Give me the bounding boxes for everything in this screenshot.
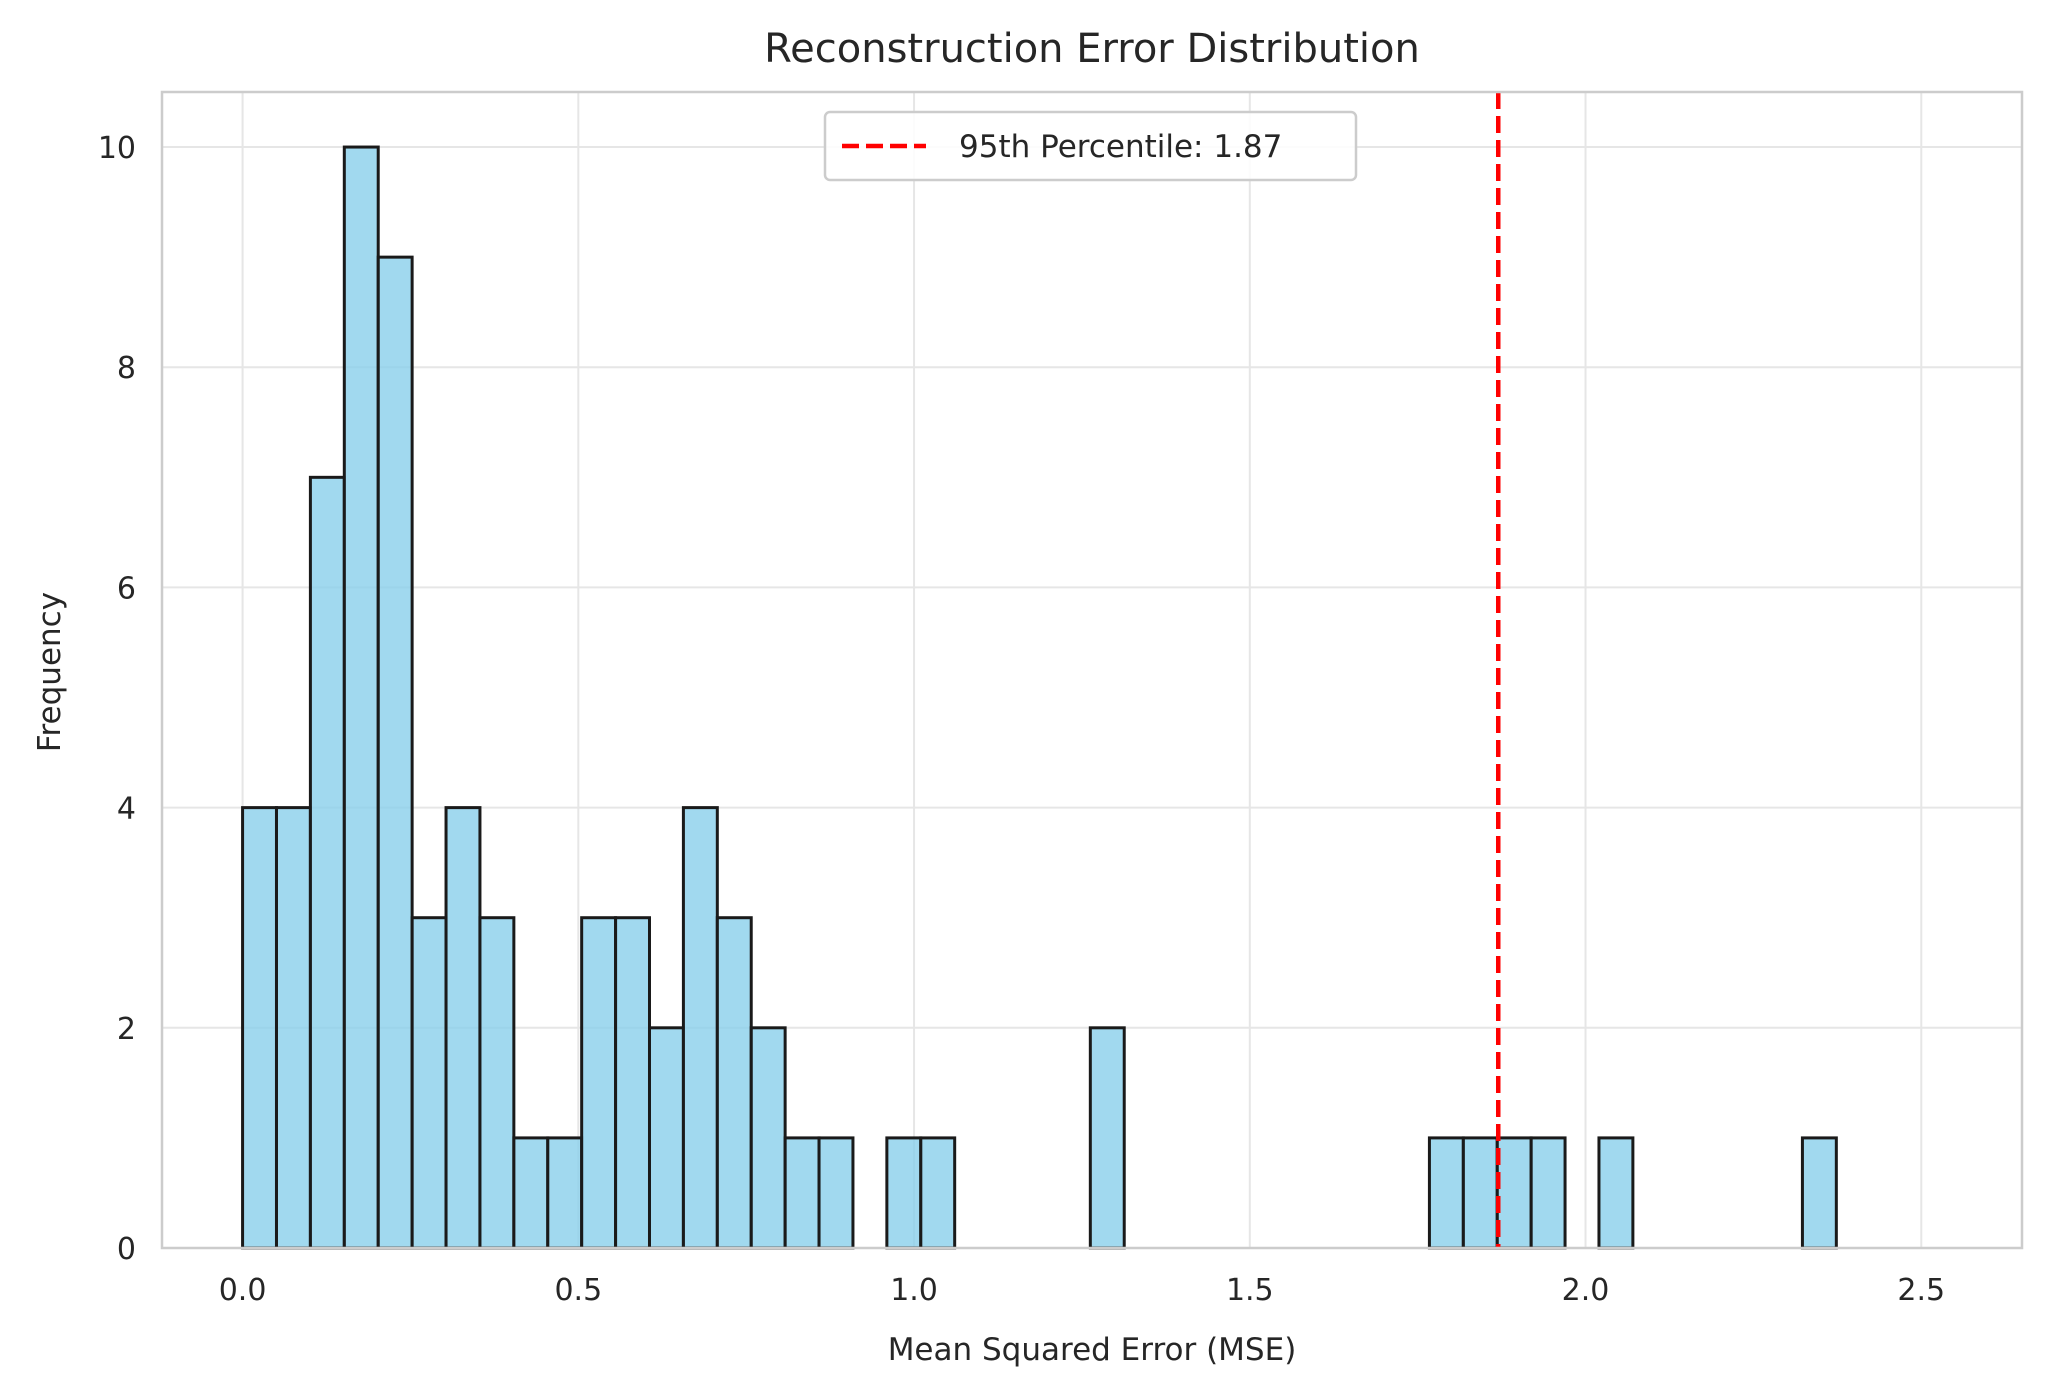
- histogram-bar-1: [274, 806, 312, 1250]
- y-tick-label-5: 10: [98, 131, 136, 166]
- histogram-bar-7: [478, 916, 516, 1250]
- histogram-bar-25: [1088, 1026, 1126, 1250]
- histogram-bar-17: [817, 1136, 855, 1250]
- plot-border: [160, 90, 2024, 1250]
- legend-label: 95th Percentile: 1.87: [959, 129, 1282, 165]
- histogram-bar-2: [308, 475, 346, 1250]
- histogram-bar-16: [783, 1136, 821, 1250]
- histogram-bar-36: [1461, 1136, 1499, 1250]
- tick-labels: 0.0 0.5 1.0 1.5 2.0 2.5 0 2 4 6 8 10: [98, 131, 1945, 1308]
- histogram-bar-15: [749, 1026, 787, 1250]
- histogram-bar-9: [546, 1136, 584, 1250]
- histogram-bar-35: [1427, 1136, 1465, 1250]
- histogram-bar-12: [647, 1026, 685, 1250]
- x-tick-label-2: 1.0: [890, 1273, 938, 1308]
- chart-title: Reconstruction Error Distribution: [764, 26, 1420, 72]
- histogram-bar-3: [342, 145, 380, 1250]
- histogram-bar-19: [885, 1136, 923, 1250]
- histogram-bar-38: [1529, 1136, 1567, 1250]
- y-tick-label-1: 2: [117, 1012, 136, 1047]
- histogram-bar-46: [1800, 1136, 1838, 1250]
- x-tick-label-3: 1.5: [1226, 1273, 1274, 1308]
- histogram-bar-13: [681, 806, 719, 1250]
- x-tick-label-5: 2.5: [1897, 1273, 1945, 1308]
- histogram-bar-8: [512, 1136, 550, 1250]
- histogram-bar-5: [410, 916, 448, 1250]
- y-tick-label-2: 4: [117, 792, 136, 827]
- histogram-bars: [241, 145, 1838, 1250]
- histogram-bar-4: [376, 255, 414, 1250]
- histogram-bar-6: [444, 806, 482, 1250]
- histogram-bar-10: [580, 916, 618, 1250]
- y-axis-title: Frequency: [32, 592, 68, 752]
- x-tick-label-4: 2.0: [1562, 1273, 1610, 1308]
- y-tick-label-3: 6: [117, 571, 136, 606]
- histogram-bar-11: [614, 916, 651, 1250]
- y-tick-label-4: 8: [117, 351, 136, 386]
- histogram-bar-40: [1597, 1136, 1635, 1250]
- histogram-bar-14: [715, 916, 753, 1250]
- histogram-bar-20: [919, 1136, 957, 1250]
- x-tick-label-0: 0.0: [219, 1273, 267, 1308]
- histogram-bar-0: [241, 806, 278, 1250]
- y-tick-label-0: 0: [117, 1232, 136, 1267]
- x-axis-title: Mean Squared Error (MSE): [888, 1332, 1297, 1368]
- histogram-bar-37: [1495, 1136, 1533, 1250]
- legend: 95th Percentile: 1.87: [823, 110, 1358, 182]
- plot-frame: [160, 90, 2024, 1250]
- legend-box: [823, 110, 1358, 182]
- x-tick-label-1: 0.5: [554, 1273, 602, 1308]
